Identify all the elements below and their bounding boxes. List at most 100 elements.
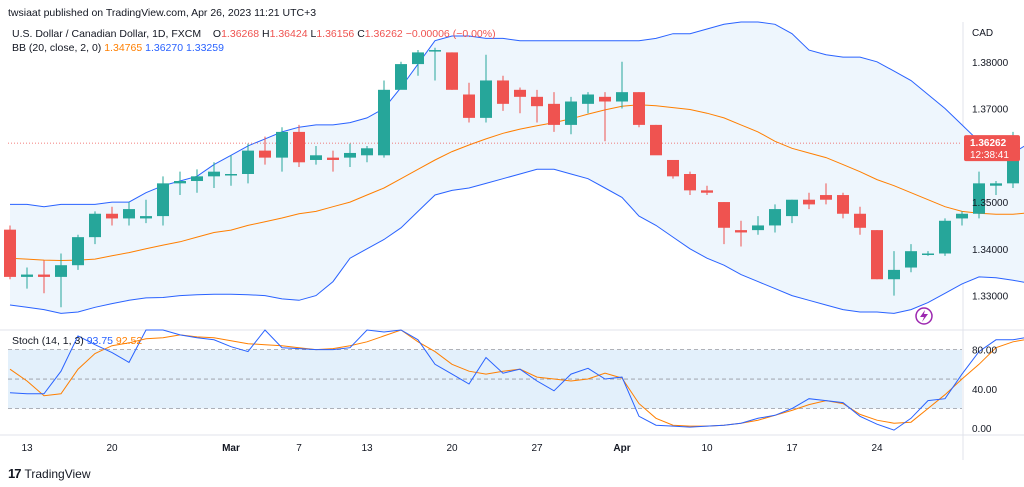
time-tick-label: Mar xyxy=(222,443,240,454)
time-tick-label: 7 xyxy=(296,443,302,454)
candle-body xyxy=(820,195,832,200)
bb-lower-line xyxy=(9,168,1024,314)
candle-body xyxy=(259,150,271,158)
bb-upper-value: 1.36270 xyxy=(145,42,184,54)
candle-body xyxy=(327,157,339,160)
candle-body xyxy=(769,209,781,226)
price-badge-countdown: 12:38:41 xyxy=(970,150,1009,161)
time-tick-label: 20 xyxy=(106,443,118,454)
candle-body xyxy=(786,199,798,217)
change-value: −0.00006 (−0.00%) xyxy=(405,28,496,40)
time-tick-label: 10 xyxy=(701,443,713,454)
candle-body xyxy=(174,181,186,184)
candle-body xyxy=(871,230,883,280)
candle-body xyxy=(106,213,118,219)
candle-body xyxy=(293,131,305,163)
time-tick-label: Apr xyxy=(613,443,630,454)
candle-body xyxy=(89,213,101,238)
high-value: 1.36424 xyxy=(269,28,308,40)
high-label: H xyxy=(261,28,270,40)
candle-body xyxy=(361,148,373,156)
candle-body xyxy=(633,92,645,125)
candle-body xyxy=(905,251,917,268)
candle-body xyxy=(412,52,424,65)
candle-body xyxy=(701,190,713,193)
bollinger-legend: BB (20, close, 2, 0) 1.34765 1.36270 1.3… xyxy=(12,42,224,54)
lightning-bolt-glyph xyxy=(920,310,928,322)
candle-body xyxy=(55,265,67,277)
candle-body xyxy=(4,229,16,277)
candle-body xyxy=(667,159,679,177)
candle-body xyxy=(973,183,985,214)
candle-body xyxy=(582,94,594,104)
candle-body xyxy=(378,89,390,156)
price-badge-value: 1.36262 xyxy=(970,138,1007,149)
time-tick-label: 13 xyxy=(361,443,373,454)
open-value: 1.36268 xyxy=(221,28,260,40)
candle-body xyxy=(990,183,1002,186)
stoch-tick-label: 0.00 xyxy=(972,424,992,435)
brand-text: TradingView xyxy=(24,466,91,481)
price-tick-label: 1.37000 xyxy=(972,105,1009,116)
candle-body xyxy=(514,89,526,97)
candle-body xyxy=(803,199,815,205)
stoch-tick-label: 80.00 xyxy=(972,346,997,357)
time-tick-label: 17 xyxy=(786,443,798,454)
tradingview-logo-icon: 17 xyxy=(8,466,22,481)
price-tick-label: 1.38000 xyxy=(972,58,1009,69)
candle-body xyxy=(718,202,730,228)
close-label: C xyxy=(357,28,365,40)
close-value: 1.36262 xyxy=(364,28,403,40)
time-tick-label: 20 xyxy=(446,443,458,454)
stoch-k-value: 93.75 xyxy=(86,335,113,347)
low-label: L xyxy=(310,28,317,40)
candle-body xyxy=(888,269,900,280)
candle-body xyxy=(123,209,135,219)
candle-body xyxy=(191,176,203,182)
open-label: O xyxy=(212,28,222,40)
candle-body xyxy=(242,150,254,174)
candle-body xyxy=(140,216,152,219)
stoch-k-line xyxy=(9,329,1024,431)
candle-body xyxy=(21,274,33,277)
candle-body xyxy=(752,225,764,231)
candle-body xyxy=(225,174,237,176)
bb-lower-value: 1.33259 xyxy=(186,42,224,54)
time-tick-label: 24 xyxy=(871,443,883,454)
candle-body xyxy=(497,80,509,104)
candle-body xyxy=(38,274,50,277)
candle-body xyxy=(208,171,220,177)
time-tick-label: 13 xyxy=(21,443,33,454)
currency-label: CAD xyxy=(972,28,993,39)
stoch-d-value: 92.52 xyxy=(115,335,143,347)
candle-body xyxy=(446,52,458,90)
candle-body xyxy=(939,220,951,254)
tradingview-brand[interactable]: 17 TradingView xyxy=(8,466,91,481)
published-note: twsiaat published on TradingView.com, Ap… xyxy=(8,7,317,19)
symbol-name: U.S. Dollar / Canadian Dollar, 1D, FXCM xyxy=(12,28,202,40)
candle-body xyxy=(616,92,628,102)
stoch-label: Stoch (14, 1, 3) xyxy=(12,335,84,347)
bb-label: BB (20, close, 2, 0) xyxy=(12,42,102,54)
candle-body xyxy=(599,96,611,102)
candle-body xyxy=(463,94,475,118)
price-tick-label: 1.34000 xyxy=(972,245,1009,256)
candle-body xyxy=(344,152,356,158)
candle-body xyxy=(837,195,849,214)
candle-body xyxy=(480,80,492,118)
price-badge xyxy=(964,135,1020,162)
stoch-tick-label: 40.00 xyxy=(972,385,997,396)
bb-basis-value: 1.34765 xyxy=(104,42,143,54)
low-value: 1.36156 xyxy=(316,28,355,40)
price-tick-label: 1.35000 xyxy=(972,198,1009,209)
bb-basis-line xyxy=(9,104,1024,262)
candle-body xyxy=(72,237,84,266)
time-tick-label: 27 xyxy=(531,443,543,454)
bb-band-fill xyxy=(10,22,1024,314)
stoch-legend: Stoch (14, 1, 3) 93.75 92.52 xyxy=(12,335,142,347)
candle-body xyxy=(956,213,968,219)
candle-body xyxy=(276,131,288,158)
candle-body xyxy=(531,96,543,107)
candle-body xyxy=(735,230,747,233)
